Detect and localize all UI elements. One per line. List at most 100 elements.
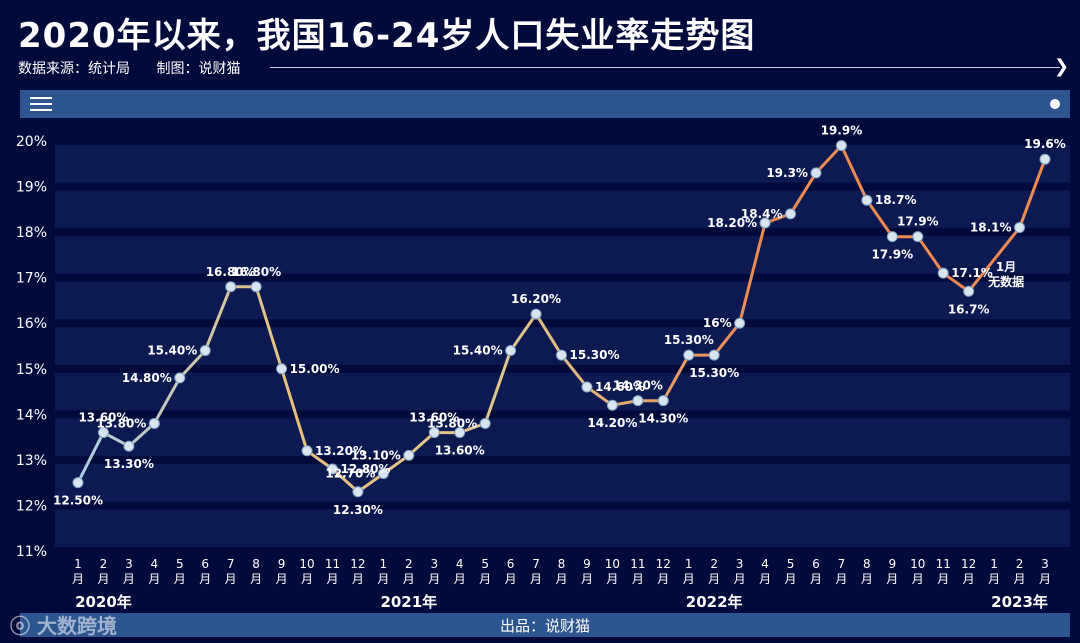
data-points (72, 140, 1051, 498)
y-tick-label: 18% (16, 225, 47, 241)
x-tick-label: 2 (100, 557, 108, 571)
x-tick-label: 月 (785, 572, 797, 586)
y-tick-label: 20% (16, 134, 47, 150)
data-label: 13.30% (104, 457, 154, 471)
data-label: 18.20% (707, 216, 757, 230)
x-tick-label: 月 (530, 572, 542, 586)
data-point (352, 486, 364, 498)
x-tick-label: 10 (299, 557, 314, 571)
x-tick-label: 月 (1014, 572, 1026, 586)
year-label: 2020年 (75, 593, 132, 611)
year-label: 2021年 (380, 593, 437, 611)
x-tick-label: 3 (1041, 557, 1049, 571)
x-tick-label: 2 (710, 557, 718, 571)
x-tick-label: 6 (201, 557, 209, 571)
data-label: 16.20% (511, 292, 561, 306)
x-tick-label: 12 (350, 557, 365, 571)
data-label: 17.1% (951, 266, 993, 280)
x-tick-label: 11 (936, 557, 951, 571)
data-label: 15.40% (453, 344, 503, 358)
data-point (479, 417, 491, 429)
y-tick-label: 19% (16, 180, 47, 196)
data-point (912, 231, 924, 243)
data-point (581, 381, 593, 393)
data-label: 17.9% (897, 215, 939, 229)
data-label: 17.9% (871, 248, 913, 262)
data-point (632, 395, 644, 407)
x-tick-label: 4 (761, 557, 769, 571)
x-tick-label: 月 (428, 572, 440, 586)
data-point (123, 440, 135, 452)
data-label: 13.60% (409, 411, 459, 425)
x-tick-label: 月 (1039, 572, 1051, 586)
data-point (810, 167, 822, 179)
y-axis: 11% 12% 13% 14% 15% 16% 17% 18% 19% 20% (16, 134, 47, 560)
x-axis: 1月2月3月4月5月6月7月8月9月10月11月12月1月2月3月4月5月6月7… (72, 557, 1051, 611)
data-point (276, 363, 288, 375)
y-tick-label: 14% (16, 407, 47, 423)
data-point (530, 308, 542, 320)
watermark-logo: ⓞ 大数跨境 (10, 614, 117, 638)
x-tick-label: 10 (910, 557, 925, 571)
data-label: 12.30% (333, 503, 383, 517)
x-tick-label: 月 (250, 572, 262, 586)
data-label: 15.40% (147, 344, 197, 358)
data-source: 数据来源：统计局 (18, 61, 130, 77)
data-labels: 12.50% 13.60% 13.30% 13.80% 14.80% 15.40% 16.8… (53, 125, 1066, 517)
x-tick-label: 3 (736, 557, 744, 571)
annotation-label: 无数据 (987, 274, 1024, 289)
y-tick-label: 11% (16, 544, 47, 560)
x-tick-label: 月 (632, 572, 644, 586)
grid-band (55, 418, 1070, 456)
grid-band (55, 509, 1070, 547)
data-point (708, 349, 720, 361)
x-tick-label: 月 (199, 572, 211, 586)
data-label: 15.30% (570, 348, 620, 362)
x-tick-label: 月 (148, 572, 160, 586)
x-tick-label: 月 (606, 572, 618, 586)
data-point (199, 345, 211, 357)
x-tick-label: 9 (888, 557, 896, 571)
x-tick-label: 月 (937, 572, 949, 586)
x-tick-label: 1 (990, 557, 998, 571)
x-tick-label: 3 (430, 557, 438, 571)
x-tick-label: 月 (708, 572, 720, 586)
data-label: 16.80% (231, 265, 281, 279)
x-tick-label: 6 (507, 557, 515, 571)
x-tick-label: 11 (630, 557, 645, 571)
x-tick-label: 月 (97, 572, 109, 586)
x-tick-label: 月 (479, 572, 491, 586)
y-tick-label: 13% (16, 453, 47, 469)
x-tick-label: 月 (225, 572, 237, 586)
x-tick-label: 1 (380, 557, 388, 571)
data-label: 13.80% (96, 416, 146, 430)
data-label: 14.80% (122, 371, 172, 385)
grid-band (55, 236, 1070, 274)
data-label: 19.3% (766, 166, 808, 180)
data-point (403, 449, 415, 461)
x-tick-label: 6 (812, 557, 820, 571)
year-label: 2023年 (991, 593, 1048, 611)
x-tick-label: 5 (481, 557, 489, 571)
data-point (454, 427, 466, 439)
x-tick-label: 11 (325, 557, 340, 571)
x-tick-label: 月 (759, 572, 771, 586)
data-point (225, 281, 237, 293)
menu-icon (30, 97, 52, 111)
x-tick-label: 月 (835, 572, 847, 586)
data-label: 14.30% (638, 412, 688, 426)
x-tick-label: 月 (454, 572, 466, 586)
x-tick-label: 9 (583, 557, 591, 571)
top-banner (20, 90, 1070, 118)
data-label: 15.30% (664, 333, 714, 347)
x-tick-label: 月 (174, 572, 186, 586)
x-tick-label: 12 (656, 557, 671, 571)
data-point (377, 468, 389, 480)
x-tick-label: 2 (1016, 557, 1024, 571)
subtitle-line: 数据来源：统计局 制图：说财猫 (18, 58, 262, 78)
unemployment-line-chart: 11%12%13%14%15%16%17%18%19%20% 1月2月3月4月5… (16, 125, 1070, 611)
grid-band (55, 145, 1070, 183)
page-title: 2020年以来，我国16-24岁人口失业率走势图 (18, 16, 756, 56)
data-point (861, 194, 873, 206)
x-tick-label: 7 (227, 557, 235, 571)
